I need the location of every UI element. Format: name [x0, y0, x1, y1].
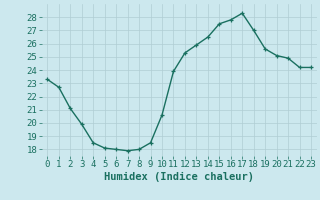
X-axis label: Humidex (Indice chaleur): Humidex (Indice chaleur)	[104, 172, 254, 182]
